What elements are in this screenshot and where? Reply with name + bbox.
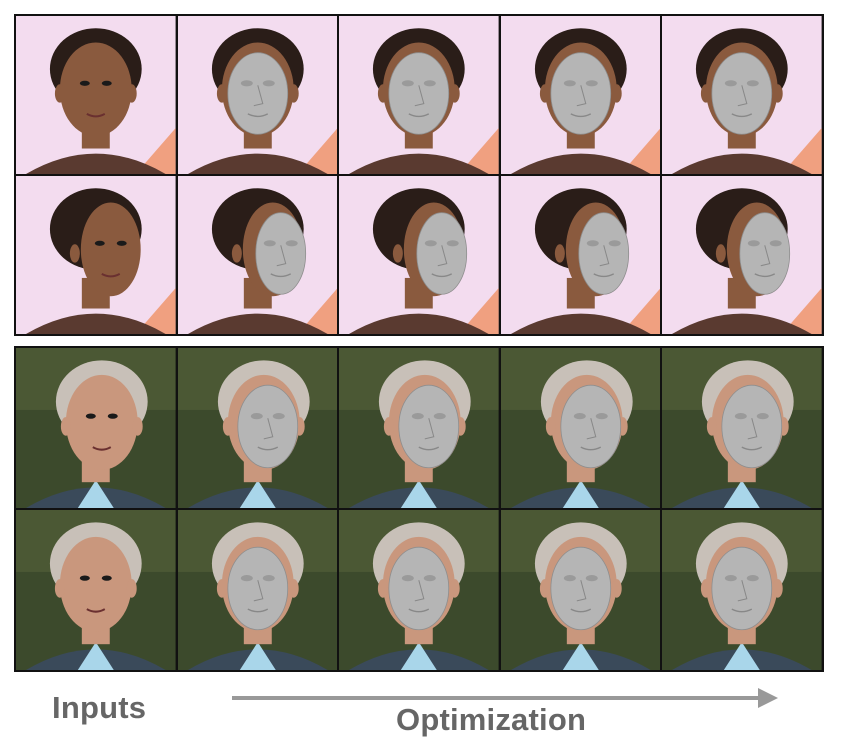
input-photo (16, 16, 176, 174)
face-mesh-image (662, 176, 822, 334)
reconstruction-mesh-overlay (177, 16, 338, 174)
reconstruction-mesh-overlay (500, 510, 661, 670)
reconstruction-mesh-overlay (662, 510, 822, 670)
face-mesh-image (500, 176, 661, 334)
face-mesh-image (339, 348, 499, 508)
reconstruction-mesh-overlay (339, 16, 499, 174)
face-mesh-image (662, 16, 822, 174)
reconstruction-mesh-overlay (662, 348, 822, 508)
face-mesh-image (339, 510, 499, 670)
face-mesh-image (662, 510, 822, 670)
face-mesh-image (177, 510, 338, 670)
face-photo-image (16, 348, 176, 508)
face-photo-image (16, 510, 176, 670)
face-mesh-image (339, 16, 499, 174)
input-photo (16, 348, 176, 508)
face-mesh-image (500, 16, 661, 174)
reconstruction-mesh-overlay (500, 348, 661, 508)
face-mesh-image (177, 16, 338, 174)
face-photo-image (16, 176, 176, 334)
reconstruction-mesh-overlay (177, 176, 338, 334)
input-photo (16, 176, 176, 334)
face-mesh-image (177, 176, 338, 334)
optimization-label: Optimization (396, 702, 587, 737)
reconstruction-mesh-overlay (339, 348, 499, 508)
face-mesh-image (339, 176, 499, 334)
reconstruction-mesh-overlay (177, 510, 338, 670)
face-mesh-image (500, 348, 661, 508)
face-mesh-image (177, 348, 338, 508)
face-mesh-image (662, 348, 822, 508)
face-mesh-image (500, 510, 661, 670)
reconstruction-mesh-overlay (500, 176, 661, 334)
reconstruction-mesh-overlay (500, 16, 661, 174)
reconstruction-mesh-overlay (177, 348, 338, 508)
reconstruction-mesh-overlay (662, 176, 822, 334)
face-photo-image (16, 16, 176, 174)
inputs-label: Inputs (52, 690, 147, 725)
input-photo (16, 510, 176, 670)
reconstruction-mesh-overlay (339, 510, 499, 670)
reconstruction-mesh-overlay (662, 16, 822, 174)
subject-2-panel (14, 346, 824, 672)
optimization-arrow (232, 696, 762, 700)
reconstruction-mesh-overlay (339, 176, 499, 334)
subject-1-panel (14, 14, 824, 336)
arrow-head-icon (758, 688, 778, 708)
